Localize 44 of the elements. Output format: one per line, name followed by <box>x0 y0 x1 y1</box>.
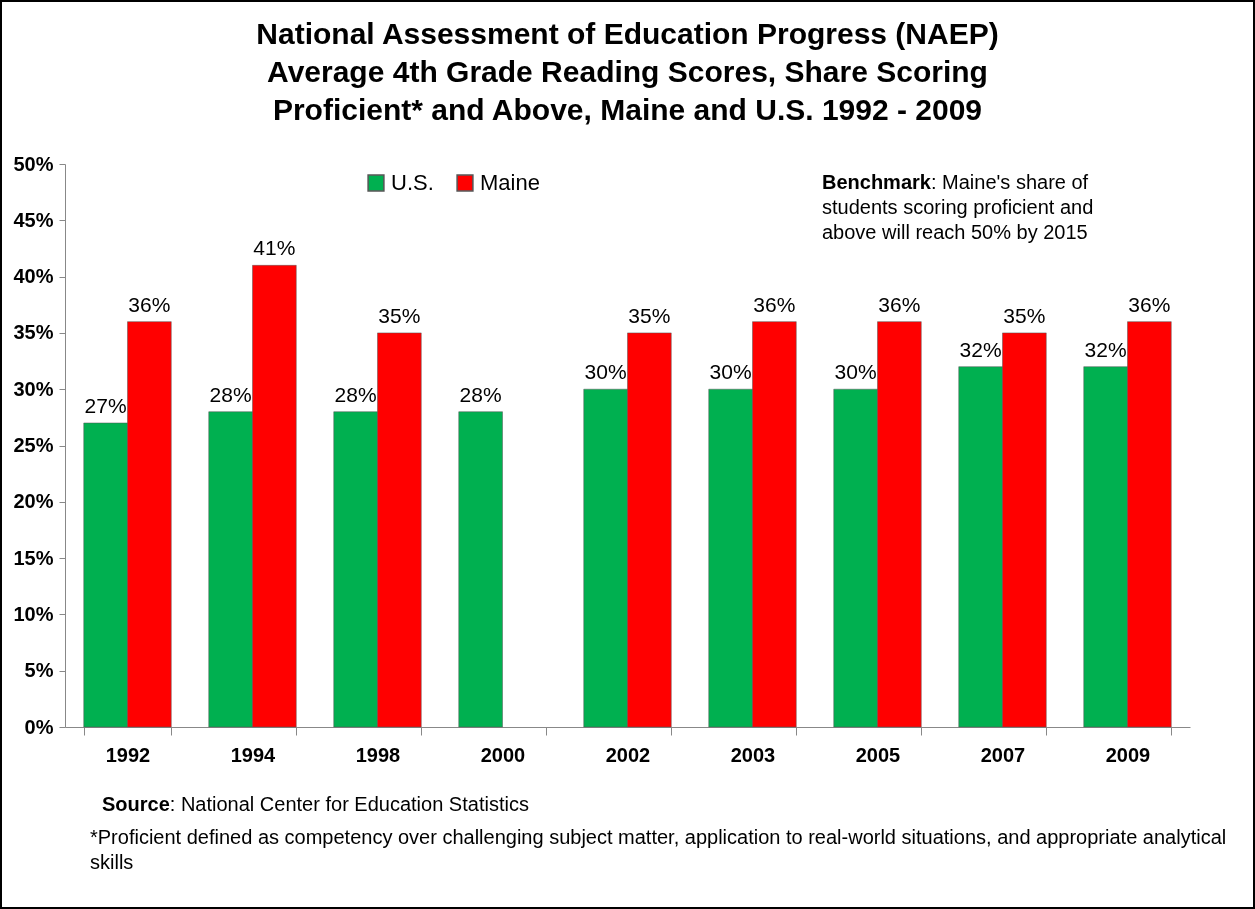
source-note: Source: National Center for Education Statistics <box>102 792 530 817</box>
bar <box>458 411 503 728</box>
data-label: 36% <box>753 292 796 316</box>
y-tick-label: 45% <box>13 208 54 231</box>
data-label: 36% <box>878 292 921 316</box>
x-tick-label: 2007 <box>980 743 1026 766</box>
data-label: 41% <box>253 236 296 260</box>
y-tick-label: 35% <box>13 321 54 344</box>
data-label: 35% <box>1003 303 1046 327</box>
x-tick-label: 1992 <box>105 743 151 766</box>
legend-label: Maine <box>480 170 540 195</box>
x-tick-label: 2003 <box>730 743 776 766</box>
x-tick-label: 2009 <box>1105 743 1151 766</box>
data-label: 27% <box>84 393 127 417</box>
data-label: 28% <box>209 382 252 406</box>
data-label: 36% <box>1128 292 1171 316</box>
x-tick-label: 2002 <box>605 743 651 766</box>
annotation: Benchmark: Maine's share of students scoring proficient and above will reach 50% by 2015 <box>822 170 1095 245</box>
data-label: 30% <box>584 360 627 384</box>
x-tick-label: 1994 <box>230 743 277 766</box>
x-tick-label: 2000 <box>480 743 526 766</box>
data-label: 30% <box>709 360 752 384</box>
y-tick-label: 15% <box>13 546 54 569</box>
y-tick-label: 40% <box>13 265 54 288</box>
y-tick-label: 25% <box>13 434 54 456</box>
data-label: 28% <box>334 382 377 406</box>
text: *Proficient defined as competency over challenging subject matter, application to real-world situations, and appropriate analytical skills <box>90 825 1228 875</box>
data-label: 32% <box>1084 337 1127 361</box>
data-label: 30% <box>834 360 877 384</box>
x-tick-label: 2005 <box>855 743 901 766</box>
y-tick-label: 30% <box>13 377 54 400</box>
data-label: 28% <box>459 382 502 406</box>
y-tick-label: 20% <box>13 490 54 513</box>
y-tick-label: 5% <box>24 659 54 682</box>
chart-title: National Assessment of Education Progress (NAEP) Average 4th Grade Reading Scores, Share Scoring Proficient* and Above, Maine and U.S. 1992 - 2009 <box>256 17 999 126</box>
data-label: 36% <box>128 292 171 316</box>
y-tick-label: 10% <box>13 602 54 625</box>
y-tick-label: 50% <box>13 152 54 175</box>
x-tick-label: 1998 <box>355 743 401 766</box>
data-label: 35% <box>628 303 671 327</box>
data-label: 35% <box>378 303 421 327</box>
y-tick-label: 0% <box>24 715 54 738</box>
data-label: 32% <box>959 337 1002 361</box>
legend-label: U.S. <box>391 170 434 195</box>
